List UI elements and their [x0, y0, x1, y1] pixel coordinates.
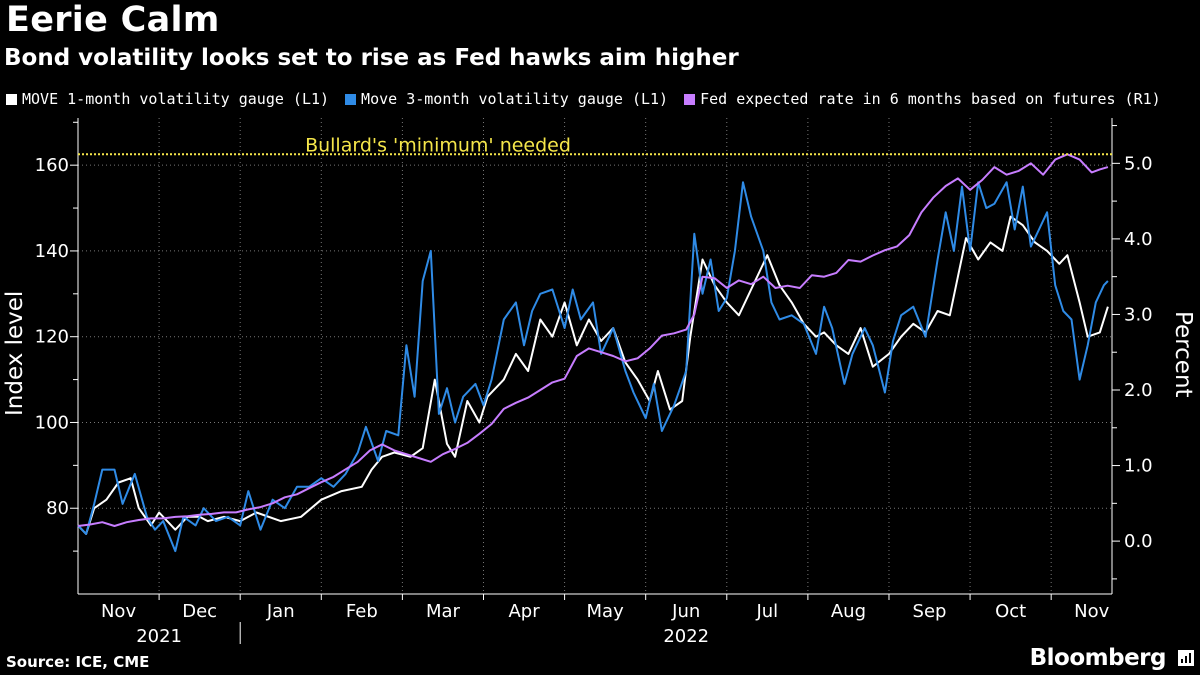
right-tick-label: 0.0: [1124, 531, 1153, 552]
series-line-1: [77, 181, 1109, 553]
source-note: Source: ICE, CME: [6, 653, 150, 671]
x-tick-label: Feb: [346, 601, 378, 622]
x-tick-label: Jan: [266, 601, 295, 622]
legend-item-move-1m: MOVE 1-month volatility gauge (L1): [6, 90, 329, 108]
left-tick-label: 160: [35, 155, 69, 176]
left-tick-label: 80: [46, 498, 69, 519]
reference-line-label: Bullard's 'minimum' needed: [305, 134, 571, 156]
right-tick-label: 2.0: [1124, 380, 1153, 401]
series-line-2: [77, 153, 1109, 527]
left-axis-title: Index level: [2, 291, 28, 416]
chart-subtitle: Bond volatility looks set to rise as Fed…: [4, 45, 739, 71]
right-tick-label: 5.0: [1124, 153, 1153, 174]
x-tick-label: Oct: [995, 601, 1026, 622]
x-tick-label: Apr: [508, 601, 540, 622]
legend-swatch-move-1m: [6, 93, 17, 105]
x-tick-label: Jun: [671, 601, 700, 622]
legend: MOVE 1-month volatility gauge (L1) Move …: [6, 90, 1177, 108]
right-axis-title: Percent: [1170, 311, 1196, 398]
x-tick-label: May: [587, 601, 625, 622]
legend-label-fed-rate: Fed expected rate in 6 months based on f…: [700, 90, 1161, 108]
series-line-0: [77, 215, 1109, 535]
legend-item-fed-rate: Fed expected rate in 6 months based on f…: [684, 90, 1161, 108]
x-tick-label: Jul: [755, 601, 778, 622]
right-tick-label: 3.0: [1124, 304, 1153, 325]
legend-swatch-fed-rate: [684, 93, 696, 105]
year-label: 2021: [136, 626, 182, 647]
right-tick-label: 4.0: [1124, 229, 1153, 250]
x-tick-label: Mar: [426, 601, 461, 622]
left-tick-label: 100: [35, 412, 69, 433]
right-tick-label: 1.0: [1124, 456, 1153, 477]
legend-item-move-3m: Move 3-month volatility gauge (L1): [345, 90, 668, 108]
x-tick-label: Sep: [913, 601, 947, 622]
x-tick-label: Aug: [831, 601, 866, 622]
left-tick-label: 120: [35, 327, 69, 348]
year-label: 2022: [663, 626, 709, 647]
bloomberg-logo: Bloomberg: [1029, 645, 1167, 671]
legend-label-move-3m: Move 3-month volatility gauge (L1): [361, 90, 669, 108]
x-tick-label: Nov: [101, 601, 136, 622]
chart-title: Eerie Calm: [6, 0, 220, 40]
left-tick-label: 140: [35, 241, 69, 262]
legend-swatch-move-3m: [345, 93, 357, 105]
terminal-icon: [1178, 650, 1194, 666]
legend-label-move-1m: MOVE 1-month volatility gauge (L1): [22, 90, 330, 108]
x-tick-label: Nov: [1074, 601, 1109, 622]
x-tick-label: Dec: [182, 601, 217, 622]
